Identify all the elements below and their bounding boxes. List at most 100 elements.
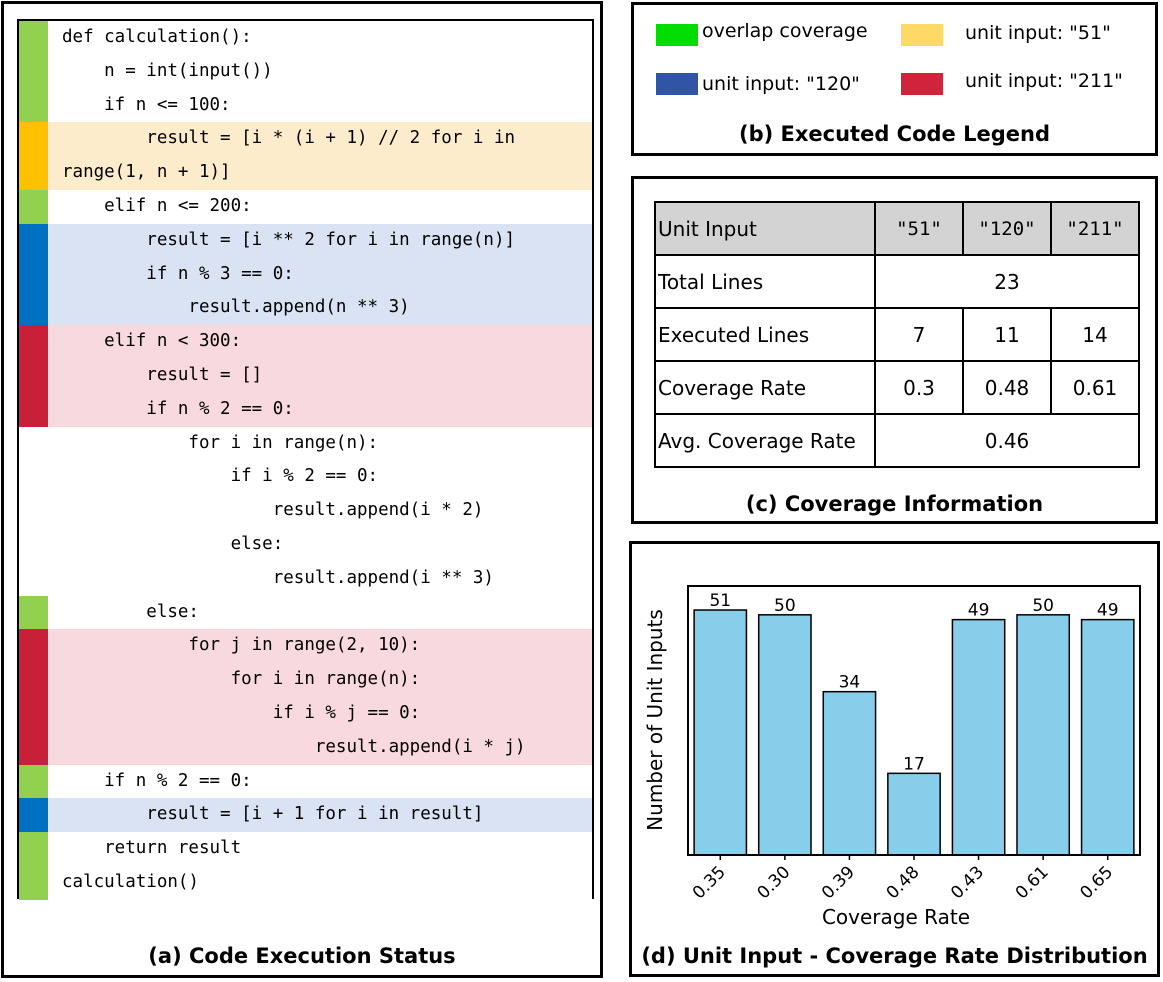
coverage-rate-label: Coverage Rate <box>654 360 876 415</box>
code-line: return result <box>19 832 592 866</box>
code-line-text: if n % 2 == 0: <box>62 770 252 791</box>
code-line: if n <= 100: <box>19 88 592 123</box>
legend-swatch-input-120 <box>656 73 698 95</box>
panel-a-caption: (a) Code Execution Status <box>148 944 456 968</box>
code-line-text: result = [i ** 2 for i in range(n)] <box>62 229 516 250</box>
coverage-status-bar <box>19 291 48 326</box>
x-tick-label: 0.43 <box>947 862 988 903</box>
header-input-51: "51" <box>874 201 964 256</box>
code-line-text: result.append(n ** 3) <box>62 297 410 318</box>
bar-0.30 <box>757 614 812 856</box>
table-row-avg-coverage: Avg. Coverage Rate 0.46 <box>654 413 1140 468</box>
code-line: result = [i + 1 for i in result] <box>19 798 592 833</box>
coverage-status-bar <box>19 392 48 427</box>
bar-0.65 <box>1080 618 1135 856</box>
code-line-text: for j in range(2, 10): <box>62 635 421 656</box>
code-line-text: else: <box>62 534 284 554</box>
coverage-rate-120: 0.48 <box>962 360 1052 415</box>
coverage-status-bar <box>19 494 48 528</box>
code-line-text: result.append(i * j) <box>62 736 526 757</box>
bar-value-label: 34 <box>839 673 861 693</box>
code-line: elif n < 300: <box>19 325 592 359</box>
bar-value-label: 17 <box>903 754 925 774</box>
coverage-status-bar <box>19 764 48 799</box>
code-line: result = [i ** 2 for i in range(n)] <box>19 223 592 258</box>
code-line: for j in range(2, 10): <box>19 629 592 664</box>
code-line-text: range(1, n + 1)] <box>62 162 231 183</box>
code-line-text: n = int(input()) <box>62 60 273 81</box>
coverage-status-bar <box>19 325 48 359</box>
x-tick-label: 0.61 <box>1012 862 1053 903</box>
coverage-status-bar <box>19 663 48 697</box>
code-line-text: return result <box>62 838 242 859</box>
coverage-status-bar <box>19 21 48 55</box>
bar-0.48 <box>887 772 941 856</box>
coverage-rate-51: 0.3 <box>874 360 964 415</box>
avg-coverage-value: 0.46 <box>874 413 1140 468</box>
legend-label-input-120: unit input: "120" <box>702 73 860 95</box>
coverage-status-bar <box>19 426 48 461</box>
code-line: result = [] <box>19 359 592 393</box>
code-line-text: if n % 2 == 0: <box>62 398 294 419</box>
coverage-status-bar <box>19 122 48 157</box>
x-tick-label: 0.39 <box>818 862 859 903</box>
coverage-distribution-panel: 51 50 34 17 49 50 49 0.35 0.30 0.39 0.48 0.43 0.61 0… <box>629 541 1160 977</box>
header-input-211: "211" <box>1050 201 1140 256</box>
coverage-rate-211: 0.61 <box>1050 360 1140 415</box>
panel-c-caption: (c) Coverage Information <box>745 492 1044 516</box>
table-row-executed-lines: Executed Lines 7 11 14 <box>654 307 1140 362</box>
coverage-status-bar <box>19 561 48 596</box>
table-header-row: Unit Input "51" "120" "211" <box>654 201 1140 256</box>
code-line: result.append(i ** 3) <box>19 561 592 596</box>
y-axis-label: Number of Unit Inputs <box>643 609 667 831</box>
table-row-coverage-rate: Coverage Rate 0.3 0.48 0.61 <box>654 360 1140 415</box>
bar-value-label: 49 <box>1097 601 1119 621</box>
legend-label-overlap: overlap coverage <box>702 20 868 42</box>
code-line-text: for i in range(n): <box>62 432 379 453</box>
code-line: else: <box>19 595 592 630</box>
coverage-status-bar <box>19 190 48 224</box>
code-line-text: if i % 2 == 0: <box>62 466 379 487</box>
code-line: def calculation(): <box>19 21 592 55</box>
code-line-text: elif n < 300: <box>62 331 242 352</box>
code-line-text: result.append(i * 2) <box>62 500 484 521</box>
total-lines-value: 23 <box>874 254 1140 309</box>
code-line-text: result.append(i ** 3) <box>62 567 494 588</box>
coverage-status-bar <box>19 730 48 765</box>
coverage-status-bar <box>19 223 48 258</box>
code-line: range(1, n + 1)] <box>19 156 592 190</box>
code-line-text: elif n <= 200: <box>62 196 252 216</box>
code-execution-panel: def calculation(): n = int(input()) if n… <box>1 1 603 978</box>
code-line: for i in range(n): <box>19 426 592 461</box>
coverage-status-bar <box>19 595 48 630</box>
panel-d-caption: (d) Unit Input - Coverage Rate Distribut… <box>641 944 1148 968</box>
coverage-status-bar <box>19 528 48 562</box>
x-tick-label: 0.65 <box>1076 862 1117 903</box>
coverage-table: Unit Input "51" "120" "211" Total Lines … <box>654 201 1140 468</box>
code-line: n = int(input()) <box>19 54 592 89</box>
code-line: result.append(i * j) <box>19 730 592 765</box>
bar-value-label: 50 <box>1032 596 1054 616</box>
bar-0.35 <box>693 609 748 856</box>
legend-swatch-input-211 <box>901 73 943 95</box>
coverage-status-bar <box>19 629 48 664</box>
code-line: if n % 2 == 0: <box>19 392 592 427</box>
executed-lines-51: 7 <box>874 307 964 362</box>
code-line-text: if n % 3 == 0: <box>62 263 294 284</box>
x-axis-label: Coverage Rate <box>822 905 970 929</box>
code-line: if i % 2 == 0: <box>19 460 592 495</box>
legend-swatch-overlap <box>656 24 698 46</box>
legend-label-input-211: unit input: "211" <box>965 70 1123 92</box>
coverage-status-bar <box>19 798 48 833</box>
x-tick-label: 0.30 <box>753 862 794 903</box>
coverage-status-bar <box>19 866 48 900</box>
bar-0.61 <box>1016 614 1071 856</box>
bar-value-label: 49 <box>968 601 990 621</box>
coverage-status-bar <box>19 156 48 190</box>
avg-coverage-label: Avg. Coverage Rate <box>654 413 876 468</box>
code-line: result.append(i * 2) <box>19 494 592 528</box>
code-line: calculation() <box>19 866 592 900</box>
coverage-status-bar <box>19 54 48 89</box>
coverage-status-bar <box>19 460 48 495</box>
code-line: result = [i * (i + 1) // 2 for i in <box>19 122 592 157</box>
